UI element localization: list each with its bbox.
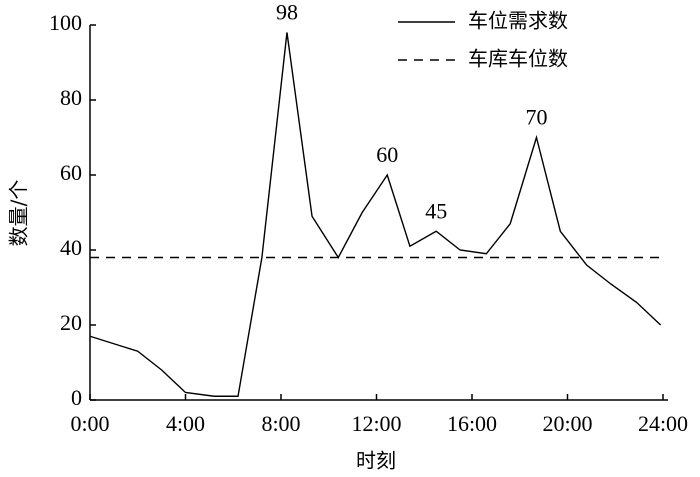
y-axis-label: 数量/个 xyxy=(7,180,31,247)
legend-label: 车库车位数 xyxy=(468,47,568,71)
y-tick-label: 80 xyxy=(60,85,82,110)
x-tick-label: 20:00 xyxy=(542,411,592,436)
data-label: 60 xyxy=(376,142,398,167)
data-label: 98 xyxy=(276,0,298,25)
data-label: 45 xyxy=(425,198,447,223)
x-tick-label: 16:00 xyxy=(447,411,497,436)
x-tick-label: 8:00 xyxy=(261,411,300,436)
x-axis-label: 时刻 xyxy=(356,449,396,473)
data-label: 70 xyxy=(525,105,547,130)
y-tick-label: 40 xyxy=(60,235,82,260)
line-series xyxy=(89,32,662,397)
y-tick-label: 60 xyxy=(60,160,82,185)
y-tick-label: 20 xyxy=(60,310,82,335)
y-tick-label: 100 xyxy=(49,10,82,35)
y-tick-label: 0 xyxy=(71,385,82,410)
x-tick-label: 4:00 xyxy=(166,411,205,436)
legend-label: 车位需求数 xyxy=(468,9,568,33)
x-tick-label: 24:00 xyxy=(638,411,688,436)
x-tick-label: 12:00 xyxy=(351,411,401,436)
x-tick-label: 0:00 xyxy=(70,411,109,436)
